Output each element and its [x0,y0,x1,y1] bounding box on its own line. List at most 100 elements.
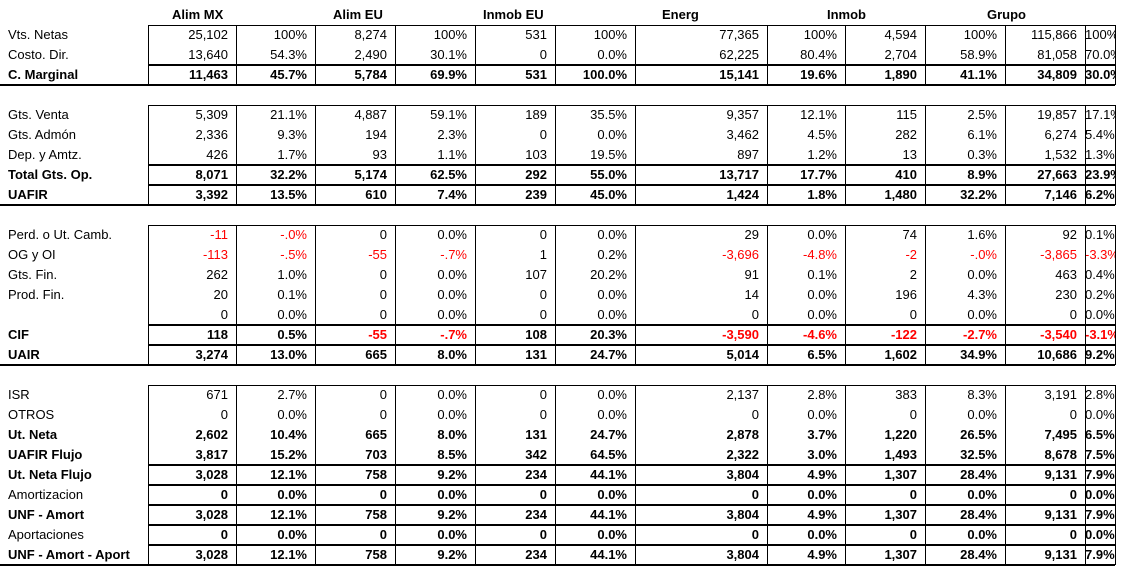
value-cell: 0 [909,307,917,322]
value-cell: 115 [896,107,917,122]
percent-cell: 8.5% [437,447,467,462]
value-cell: 2,137 [726,387,759,402]
value-cell: 11,463 [188,67,228,82]
value-cell: 25,102 [188,27,228,42]
value-cell: 2,602 [195,427,228,442]
percent-cell: 0.0% [1085,407,1115,422]
row-label: Ut. Neta Flujo [8,467,92,482]
percent-cell: 9.2% [437,507,467,522]
row-label: OG y OI [8,247,56,262]
value-cell: 410 [895,167,917,182]
value-cell: 0 [909,527,917,542]
row-separator [148,484,1115,486]
value-cell: 0 [379,307,387,322]
value-cell: 1,307 [884,507,917,522]
percent-cell: 9.2% [1085,347,1115,362]
percent-cell: 1.8% [807,187,837,202]
value-cell: 9,357 [726,107,759,122]
value-cell: 3,274 [195,347,228,362]
value-cell: 9,131 [1044,547,1077,562]
percent-cell: 28.4% [960,507,997,522]
percent-cell: 9.3% [277,127,307,142]
percent-cell: 0.0% [1085,527,1115,542]
value-cell: 0 [539,487,547,502]
value-cell: 115,866 [1030,27,1077,42]
value-cell: 1,220 [884,427,917,442]
group-top-border [148,105,1115,106]
value-cell: -3,590 [722,327,759,342]
group-bottom-border [0,364,1115,366]
percent-cell: 19.5% [590,147,627,162]
value-cell: 0 [1069,527,1077,542]
percent-cell: 34.9% [960,347,997,362]
column-border [148,25,149,85]
value-cell: 9,131 [1044,507,1077,522]
row-label: Gts. Venta [8,107,69,122]
percent-cell: 23.9% [1085,167,1115,182]
value-cell: 342 [525,447,547,462]
value-cell: 108 [525,327,547,342]
percent-cell: 0.0% [807,307,837,322]
row-label: Perd. o Ut. Camb. [8,227,113,242]
percent-cell: 0.0% [967,407,997,422]
value-cell: 2,336 [195,127,228,142]
column-border [1085,105,1086,205]
value-cell: 1,602 [884,347,917,362]
percent-cell: 0.0% [277,527,307,542]
percent-cell: 0.0% [1085,307,1115,322]
percent-cell: 0.0% [597,227,627,242]
value-cell: 1,307 [884,547,917,562]
percent-cell: 3.0% [807,447,837,462]
percent-cell: 0.3% [967,147,997,162]
percent-cell: 2.5% [967,107,997,122]
value-cell: 13 [902,147,917,162]
column-border [315,105,316,205]
value-cell: 0 [539,527,547,542]
percent-cell: 8.0% [437,347,467,362]
column-border [1085,385,1086,565]
value-cell: 665 [365,427,387,442]
column-border [315,25,316,85]
percent-cell: 0.0% [437,287,467,302]
percent-cell: 28.4% [960,467,997,482]
column-border [475,105,476,205]
value-cell: 0 [1069,307,1077,322]
value-cell: 3,804 [726,467,759,482]
percent-cell: 24.7% [590,347,627,362]
value-cell: 13,717 [719,167,759,182]
value-cell: 2,322 [726,447,759,462]
percent-cell: 0.2% [1085,287,1115,302]
value-cell: 131 [525,347,547,362]
percent-cell: 100% [593,27,627,42]
percent-cell: -4.8% [803,247,837,262]
value-cell: 3,028 [195,507,228,522]
percent-cell: 0.0% [437,487,467,502]
value-cell: 0 [539,307,547,322]
percent-cell: 15.2% [270,447,307,462]
column-border [555,25,556,85]
column-border [148,225,149,365]
percent-cell: 1.2% [807,147,837,162]
percent-cell: 24.7% [590,427,627,442]
value-cell: 196 [895,287,917,302]
value-cell: 234 [525,507,547,522]
column-border [1085,25,1086,85]
column-border [315,385,316,565]
percent-cell: 0.0% [807,527,837,542]
row-separator [148,544,1115,546]
percent-cell: 17.1% [1085,107,1115,122]
value-cell: 0 [1069,487,1077,502]
row-label [0,305,150,325]
percent-cell: 0.5% [277,327,307,342]
percent-cell: 13.0% [270,347,307,362]
value-cell: 1,307 [884,467,917,482]
value-cell: 0 [379,407,387,422]
row-label: Total Gts. Op. [8,167,93,182]
percent-cell: 6.1% [967,127,997,142]
percent-cell: 0.0% [967,307,997,322]
value-cell: 14 [744,287,759,302]
value-cell: 194 [365,127,387,142]
percent-cell: 5.4% [1085,127,1115,142]
value-cell: 20 [213,287,228,302]
column-border [395,105,396,205]
